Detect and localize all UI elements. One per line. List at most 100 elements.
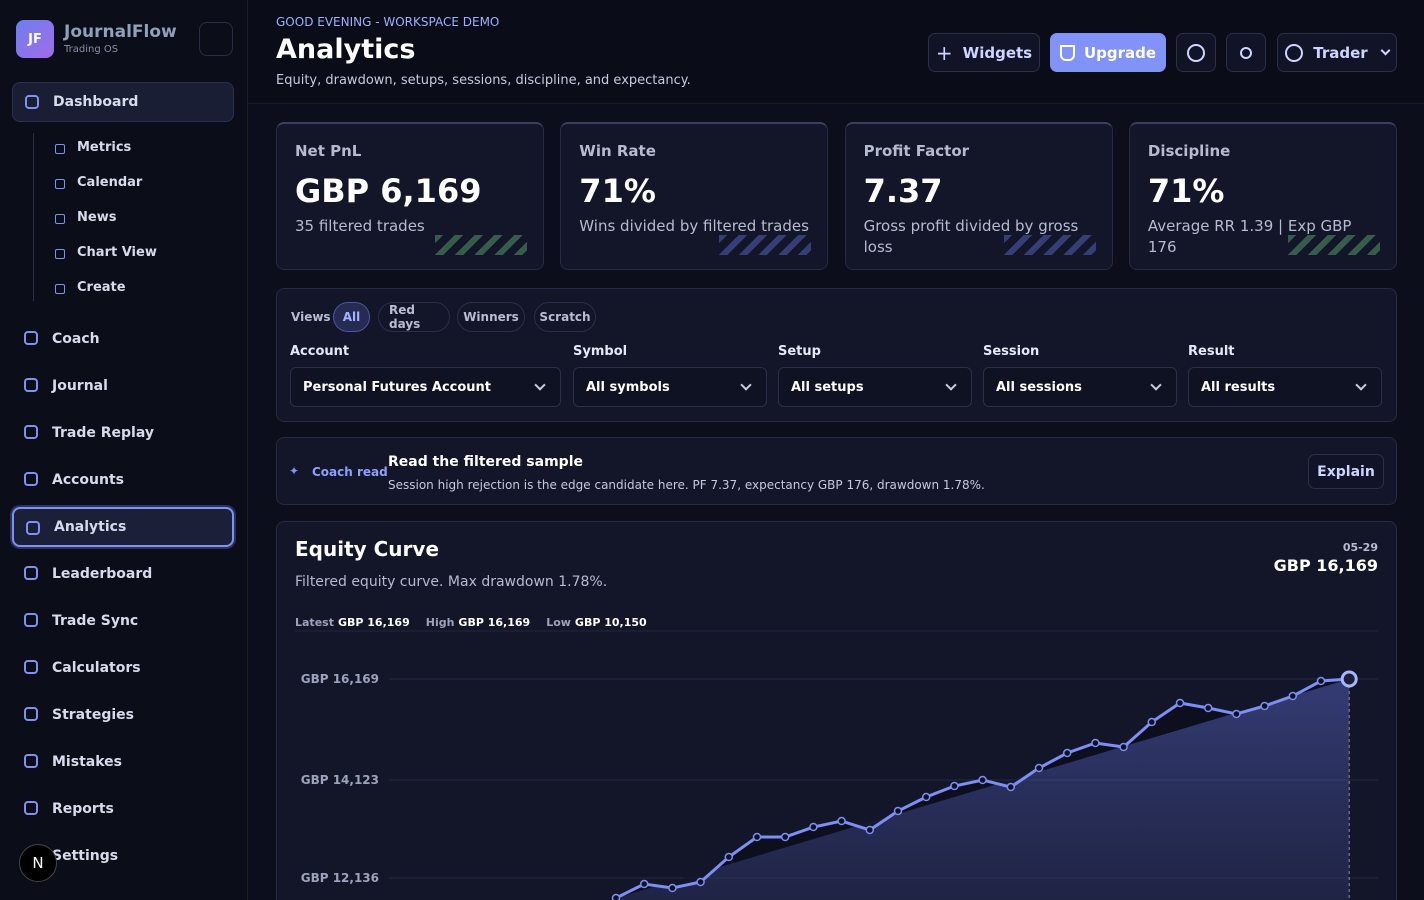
point — [1260, 701, 1269, 711]
sparkle-icon: ✦ — [289, 464, 300, 478]
point — [1034, 763, 1044, 773]
logo: JF — [16, 20, 54, 58]
equity-chart: Equity Curve Filtered equity curve. Max … — [295, 537, 1378, 900]
explain-button[interactable]: Explain — [1308, 454, 1384, 489]
filter-select[interactable]: All setups — [778, 367, 972, 407]
stat-value: GBP 16,169 — [338, 616, 410, 629]
chart-subtitle: Filtered equity curve. Max drawdown 1.78… — [295, 574, 607, 590]
nav-subitem[interactable]: Create — [52, 280, 126, 295]
view-chip[interactable]: Red days — [378, 302, 450, 332]
icon — [24, 425, 38, 439]
icon — [24, 754, 38, 768]
nav-label: Metrics — [77, 140, 132, 155]
button-label: Upgrade — [1083, 43, 1157, 62]
point — [1288, 691, 1298, 701]
widgets-button[interactable]: + Widgets — [928, 33, 1040, 72]
chart-title: Equity Curve — [295, 537, 439, 561]
y-tick-label: GBP 14,123 — [301, 773, 379, 787]
filter-select[interactable]: All results — [1188, 367, 1382, 407]
icon — [24, 378, 38, 392]
kpi-label: Win Rate — [579, 142, 656, 160]
view-chip[interactable]: Scratch — [534, 302, 596, 332]
nav-item[interactable]: Calculators — [12, 648, 234, 688]
button-label: Trader — [1313, 43, 1368, 62]
nav-item[interactable]: Journal — [12, 366, 234, 406]
drawdown-shade — [616, 679, 1350, 899]
user-button[interactable]: Trader — [1277, 33, 1397, 72]
nav-item[interactable]: Accounts — [12, 460, 234, 500]
nav-label: Analytics — [54, 519, 127, 535]
point — [1340, 670, 1358, 688]
y-tick-label: GBP 16,169 — [301, 672, 379, 686]
nav-item[interactable]: Trade Sync — [12, 601, 234, 641]
stat-label: High — [426, 616, 455, 629]
kpi-label: Discipline — [1147, 142, 1231, 160]
nav-label: Trade Replay — [52, 425, 154, 441]
view-chip[interactable]: All — [333, 302, 370, 332]
nav-subitem[interactable]: Metrics — [52, 140, 131, 155]
point — [950, 781, 959, 791]
nav-item[interactable]: Reports — [12, 789, 234, 829]
icon — [25, 95, 39, 109]
tree-line — [33, 133, 34, 301]
filter-select[interactable]: Personal Futures Account — [290, 367, 561, 407]
page-title: Analytics — [276, 34, 416, 65]
kpi-card: Net PnL GBP 6,169 35 filtered trades — [276, 122, 544, 270]
nav-subitem[interactable]: News — [52, 210, 116, 225]
filter-label: Result — [1188, 344, 1235, 359]
point — [837, 816, 846, 826]
coach-title: Read the filtered sample — [388, 454, 583, 470]
filter-label: Session — [983, 344, 1040, 359]
point — [696, 877, 705, 887]
nav-item[interactable]: Analytics — [12, 507, 234, 547]
point — [1203, 703, 1213, 713]
collapse-button[interactable] — [199, 22, 233, 56]
greeting: GOOD EVENING - WORKSPACE DEMO — [276, 15, 500, 29]
upgrade-button[interactable]: Upgrade — [1050, 33, 1166, 72]
stat-value: GBP 10,150 — [575, 616, 647, 629]
nav-item[interactable]: Trade Replay — [12, 413, 234, 453]
icon — [55, 249, 65, 259]
kpi-note: Average RR 1.39 | Exp GBP 176 — [1147, 217, 1352, 256]
kpi-label: Profit Factor — [863, 142, 970, 160]
icon — [24, 660, 38, 674]
dev-badge[interactable]: N — [19, 844, 57, 882]
nav-subitem[interactable]: Calendar — [52, 175, 142, 190]
icon — [24, 472, 38, 486]
nav-dashboard[interactable]: Dashboard — [12, 82, 234, 122]
point — [780, 832, 790, 842]
kpi-sparkline — [435, 235, 527, 255]
point — [611, 893, 621, 900]
point — [865, 825, 875, 835]
kpi-label: Net PnL — [295, 142, 362, 160]
theme-button[interactable] — [1176, 33, 1216, 72]
y-tick-label: GBP 12,136 — [301, 871, 379, 885]
nav-label: Coach — [52, 331, 100, 347]
nav-label: Calculators — [52, 660, 141, 676]
filter-select[interactable]: All symbols — [573, 367, 767, 407]
nav-label: Trade Sync — [52, 613, 139, 629]
nav-label: Settings — [52, 848, 119, 864]
nav-item[interactable]: Coach — [12, 319, 234, 359]
nav-item[interactable]: Mistakes — [12, 742, 234, 782]
nav-item[interactable]: Leaderboard — [12, 554, 234, 594]
filter-label: Account — [290, 344, 350, 359]
stat-label: Low — [546, 616, 571, 629]
nav-label: Calendar — [77, 175, 143, 190]
kpi-sparkline — [719, 235, 812, 255]
brand-name: JournalFlow — [64, 22, 177, 42]
nav-label: Mistakes — [52, 754, 122, 770]
light-button[interactable] — [1226, 33, 1266, 72]
nav-subitem[interactable]: Chart View — [52, 245, 157, 260]
kpi-sparkline — [1003, 235, 1096, 255]
view-chip[interactable]: Winners — [457, 302, 525, 332]
point — [724, 852, 734, 862]
nav-label: Reports — [52, 801, 114, 817]
equity-card: Equity Curve Filtered equity curve. Max … — [276, 521, 1397, 900]
nav-item[interactable]: Strategies — [12, 695, 234, 735]
coach-text: Session high rejection is the edge candi… — [388, 478, 985, 492]
page-subtitle: Equity, drawdown, setups, sessions, disc… — [276, 73, 691, 88]
filter-select[interactable]: All sessions — [983, 367, 1177, 407]
kpi-value: GBP 6,169 — [295, 172, 482, 210]
